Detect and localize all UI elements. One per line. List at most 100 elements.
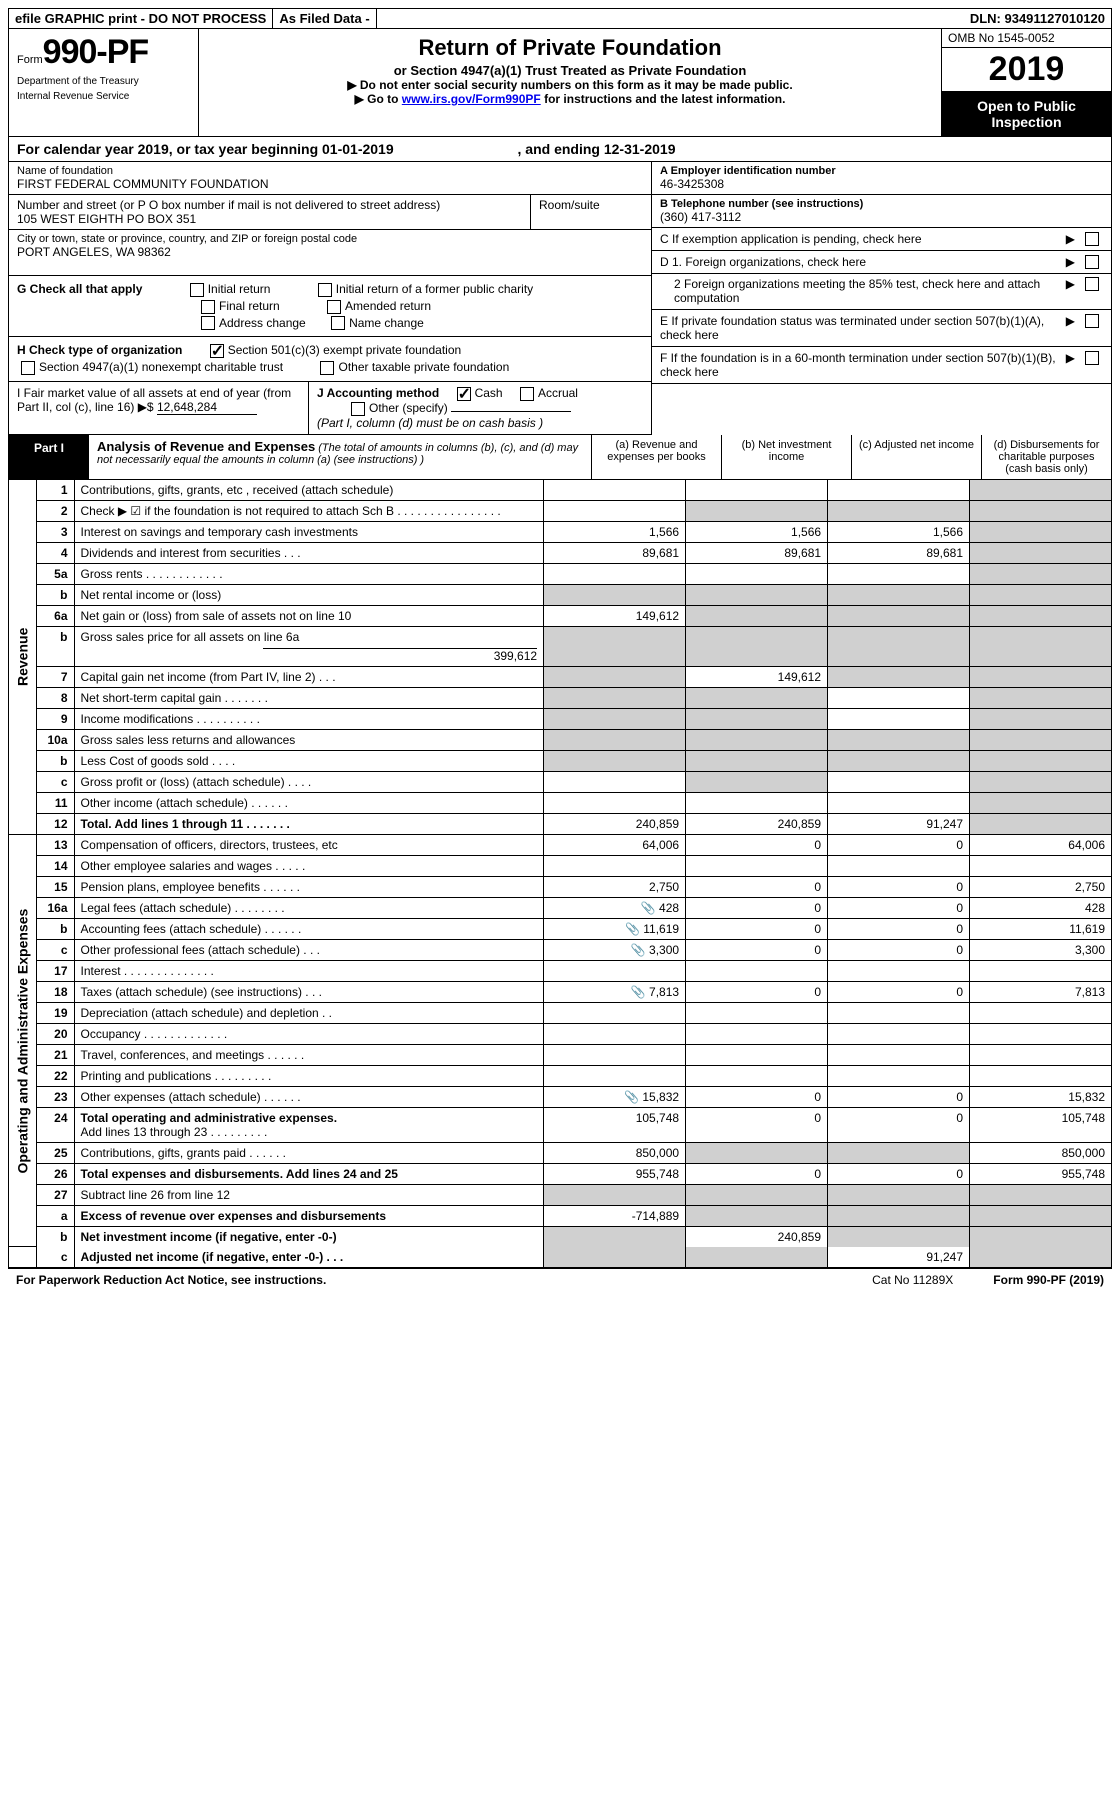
line-14: Other employee salaries and wages . . . … [74,855,544,876]
cal-begin: For calendar year 2019, or tax year begi… [17,141,394,157]
line-3: Interest on savings and temporary cash i… [74,521,544,542]
j-note: (Part I, column (d) must be on cash basi… [317,416,643,430]
note2-pre: ▶ Go to [355,92,402,106]
chk-d1[interactable] [1085,255,1099,269]
line-12: Total. Add lines 1 through 11 . . . . . … [81,817,290,831]
note2-post: for instructions and the latest informat… [541,92,786,106]
name-value: FIRST FEDERAL COMMUNITY FOUNDATION [17,177,643,191]
v16ad: 428 [970,897,1112,918]
revenue-table: Revenue 1Contributions, gifts, grants, e… [8,480,1112,1268]
line-6b: Gross sales price for all assets on line… [81,630,300,644]
line-27b: Net investment income (if negative, ente… [81,1230,337,1244]
g-label: G Check all that apply [17,282,142,296]
v26b: 0 [686,1163,828,1184]
ein-cell: A Employer identification number 46-3425… [652,162,1111,195]
chk-d2[interactable] [1085,277,1099,291]
v26a: 955,748 [544,1163,686,1184]
h-o1: Section 501(c)(3) exempt private foundat… [228,343,461,357]
name-label: Name of foundation [17,165,643,177]
line-5a: Gross rents . . . . . . . . . . . . [74,563,544,584]
line-17: Interest . . . . . . . . . . . . . . [74,960,544,981]
chk-other-method[interactable] [351,402,365,416]
form-prefix: Form [17,54,43,66]
section-d2: 2 Foreign organizations meeting the 85% … [652,273,1111,310]
d2-text: 2 Foreign organizations meeting the 85% … [660,277,1062,305]
chk-initial-former[interactable] [318,283,332,297]
line-4: Dividends and interest from securities .… [74,542,544,563]
v16cd: 3,300 [970,939,1112,960]
dept1: Department of the Treasury [17,76,190,87]
v15d: 2,750 [970,876,1112,897]
attach-icon[interactable]: 📎 [631,985,646,999]
v18c: 0 [828,981,970,1002]
tax-year: 2019 [942,48,1111,92]
efile-notice: efile GRAPHIC print - DO NOT PROCESS [9,9,273,28]
chk-initial[interactable] [190,283,204,297]
j-accrual: Accrual [538,386,578,400]
col-b: (b) Net investment income [721,435,851,479]
chk-c[interactable] [1085,232,1099,246]
h-o3: Other taxable private foundation [338,360,509,374]
note1: ▶ Do not enter social security numbers o… [209,78,931,92]
attach-icon[interactable]: 📎 [641,901,656,915]
v27a: -714,889 [544,1205,686,1226]
j-label: J Accounting method [317,386,439,400]
line-16a: Legal fees (attach schedule) . . . . . .… [74,897,544,918]
v15a: 2,750 [544,876,686,897]
v12c: 91,247 [828,813,970,834]
v26c: 0 [828,1163,970,1184]
c-text: C If exemption application is pending, c… [660,232,1062,246]
section-f: F If the foundation is in a 60-month ter… [652,347,1111,384]
city-label: City or town, state or province, country… [17,233,643,245]
addr-cell: Number and street (or P O box number if … [9,195,531,229]
j-other: Other (specify) [369,401,448,415]
chk-name[interactable] [331,316,345,330]
chk-accrual[interactable] [520,387,534,401]
line-23: Other expenses (attach schedule) . . . .… [74,1086,544,1107]
room-label: Room/suite [539,198,643,212]
chk-4947[interactable] [21,361,35,375]
line-6a: Net gain or (loss) from sale of assets n… [74,605,544,626]
v13d: 64,006 [970,834,1112,855]
footer-mid: Cat No 11289X [872,1273,953,1287]
phone-cell: B Telephone number (see instructions) (3… [652,195,1111,228]
col-d: (d) Disbursements for charitable purpose… [981,435,1111,479]
attach-icon[interactable]: 📎 [624,1090,639,1104]
v6aa: 149,612 [544,605,686,626]
chk-address[interactable] [201,316,215,330]
attach-icon[interactable]: 📎 [631,943,646,957]
j-cash: Cash [475,386,503,400]
line-10c: Gross profit or (loss) (attach schedule)… [74,771,544,792]
calendar-year: For calendar year 2019, or tax year begi… [8,137,1112,162]
line-13: Compensation of officers, directors, tru… [74,834,544,855]
v24b: 0 [686,1107,828,1142]
ein-label: A Employer identification number [660,165,836,177]
irs-link[interactable]: www.irs.gov/Form990PF [402,92,541,106]
form-title: Return of Private Foundation [209,35,931,61]
chk-f[interactable] [1085,351,1099,365]
asfiled: As Filed Data - [273,9,376,28]
footer-right: Form 990-PF (2019) [993,1273,1104,1287]
chk-amended[interactable] [327,300,341,314]
line-20: Occupancy . . . . . . . . . . . . . [74,1023,544,1044]
v25a: 850,000 [544,1142,686,1163]
v23a: 15,832 [642,1090,679,1104]
v3b: 1,566 [686,521,828,542]
part1-header: Part I Analysis of Revenue and Expenses … [8,435,1112,480]
chk-other-tax[interactable] [320,361,334,375]
v16cc: 0 [828,939,970,960]
line-1: Contributions, gifts, grants, etc , rece… [74,480,544,501]
addr-label: Number and street (or P O box number if … [17,198,522,212]
chk-final[interactable] [201,300,215,314]
chk-501c3[interactable] [210,344,224,358]
attach-icon[interactable]: 📎 [625,922,640,936]
ein-value: 46-3425308 [660,177,1103,191]
v12a: 240,859 [544,813,686,834]
section-g: G Check all that apply Initial return In… [9,276,651,337]
v23d: 15,832 [970,1086,1112,1107]
chk-e[interactable] [1085,314,1099,328]
dept2: Internal Revenue Service [17,91,190,102]
v16cb: 0 [686,939,828,960]
chk-cash[interactable] [457,387,471,401]
v26d: 955,748 [970,1163,1112,1184]
